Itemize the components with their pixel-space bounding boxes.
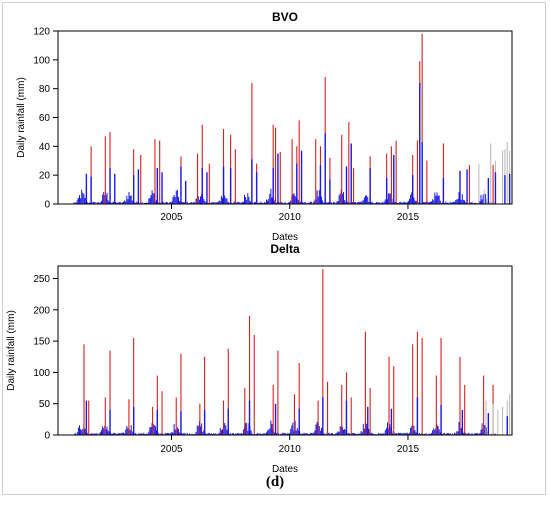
x-axis-label: Dates xyxy=(272,464,298,475)
y-tick-label: 80 xyxy=(39,84,51,95)
figure-frame xyxy=(2,2,546,495)
x-tick-label: 2015 xyxy=(397,212,420,223)
y-tick-label: 50 xyxy=(39,399,51,410)
y-tick-label: 250 xyxy=(33,274,50,285)
x-tick-label: 2015 xyxy=(397,444,420,455)
figure-caption: (d) xyxy=(265,474,285,490)
x-tick-label: 2005 xyxy=(160,212,183,223)
y-tick-label: 60 xyxy=(39,113,51,124)
y-tick-label: 200 xyxy=(33,305,50,316)
chart-panel-2: Delta 0 50 100 150 200 250 2005 2010 2015 Dates Dai… xyxy=(6,242,513,475)
chart-title: BVO xyxy=(272,10,298,24)
x-tick-label: 2005 xyxy=(160,444,183,455)
plot-area-frame xyxy=(57,265,513,436)
chart-title: Delta xyxy=(270,242,300,256)
x-tick-label: 2010 xyxy=(279,212,302,223)
y-tick-label: 120 xyxy=(33,27,50,38)
y-tick-label: 100 xyxy=(33,55,50,66)
y-tick-label: 0 xyxy=(44,200,50,211)
y-tick-label: 0 xyxy=(44,431,50,442)
chart-panel-1: BVO 0 20 40 60 80 100 120 2005 2010 2015 Dates Daily… xyxy=(16,10,513,243)
x-tick-label: 2010 xyxy=(279,444,302,455)
y-axis-label: Daily rainfall (mm) xyxy=(16,77,27,158)
y-tick-label: 20 xyxy=(39,171,51,182)
x-axis-label: Dates xyxy=(272,232,298,243)
y-tick-label: 150 xyxy=(33,337,50,348)
y-tick-label: 40 xyxy=(39,142,51,153)
y-axis-label: Daily rainfall (mm) xyxy=(6,310,17,391)
y-tick-label: 100 xyxy=(33,368,50,379)
